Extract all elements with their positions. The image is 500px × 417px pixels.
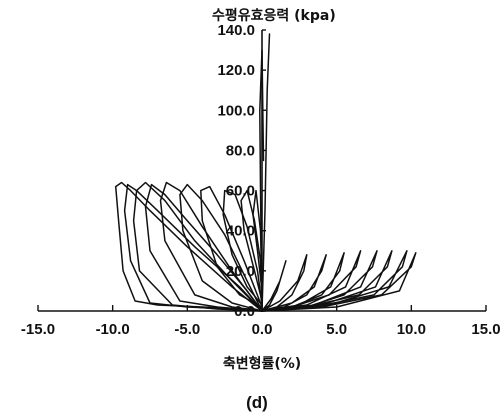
y-tick-label: 0.0 xyxy=(234,303,255,320)
series-line-10 xyxy=(240,189,263,302)
series-layer xyxy=(114,33,417,312)
series-line-8 xyxy=(200,185,263,308)
y-tick-label: 80.0 xyxy=(226,142,255,159)
series-line-11 xyxy=(252,189,263,292)
series-line-20 xyxy=(261,252,417,312)
series-line-18 xyxy=(261,250,393,312)
series-line-9 xyxy=(222,189,263,306)
series-line-12 xyxy=(261,260,287,312)
y-axis-title: 수평유효응력 (kpa) xyxy=(212,7,336,24)
y-tick-label: 40.0 xyxy=(226,223,255,240)
figure-caption: (d) xyxy=(246,393,268,412)
series-line-0 xyxy=(261,33,271,312)
x-tick-label: 0.0 xyxy=(252,321,273,338)
x-tick-label: -5.0 xyxy=(174,321,200,338)
series-line-16 xyxy=(261,250,362,312)
x-tick-label: -10.0 xyxy=(96,321,130,338)
series-line-13 xyxy=(261,254,308,312)
x-tick-label: 5.0 xyxy=(326,321,347,338)
x-tick-label: -15.0 xyxy=(21,321,55,338)
series-line-4 xyxy=(132,181,263,312)
y-tick-label: 60.0 xyxy=(226,183,255,200)
y-tick-label: 20.0 xyxy=(226,263,255,280)
x-axis-title: 축변형률(%) xyxy=(223,355,301,372)
series-line-7 xyxy=(179,183,263,312)
series-line-6 xyxy=(159,181,263,312)
x-tick-label: 15.0 xyxy=(471,321,500,338)
y-axis-ticks: 0.0 20.0 40.0 60.0 80.0 100.0 120.0 140.0 xyxy=(217,22,266,320)
x-axis-ticks: -15.0 -10.0 -5.0 0.0 5.0 10.0 15.0 xyxy=(21,305,500,338)
y-tick-label: 120.0 xyxy=(217,62,255,79)
x-tick-label: 10.0 xyxy=(397,321,426,338)
series-line-14 xyxy=(261,254,327,312)
y-tick-label: 100.0 xyxy=(217,102,255,119)
series-line-19 xyxy=(261,250,408,312)
series-line-5 xyxy=(144,183,263,312)
y-tick-label: 140.0 xyxy=(217,22,255,39)
